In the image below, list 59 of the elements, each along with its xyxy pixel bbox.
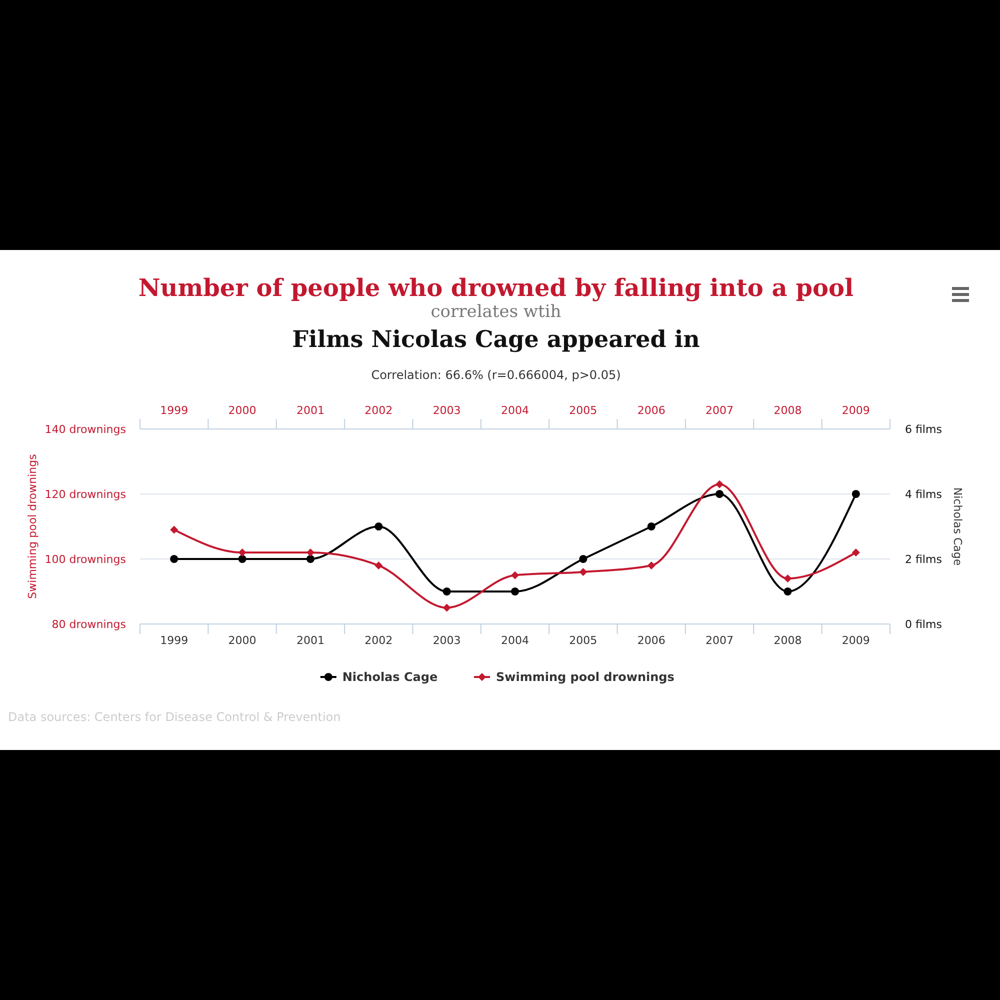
x-tick-label: 2003 [432,634,461,647]
point [579,568,588,576]
point [374,522,383,530]
legend-label: Nicholas Cage [342,670,438,684]
point [784,574,792,582]
x-tick-label: 2008 [774,634,802,647]
x-tick-label: 2006 [637,634,666,647]
x-tick-label: 2007 [706,634,734,647]
chart-subtitle: correlates wtih [430,302,562,322]
point [238,555,246,563]
y2-tick-label: 0 films [905,618,942,631]
point [647,562,656,570]
point [442,588,451,596]
legend-label: Swimming pool drownings [496,670,674,684]
point [306,555,314,563]
point [716,480,724,488]
point [579,555,588,563]
y2-tick-label: 2 films [905,553,942,566]
x-tick-label: 2005 [569,634,598,647]
y-tick-label: 80 drownings [52,618,126,631]
x-tick-label: 2001 [296,634,324,647]
category-label: 2005 [569,404,598,417]
x-tick-label: 2004 [501,634,529,647]
point [238,548,246,556]
point [170,555,178,563]
point [511,571,519,580]
x-tick-label: 1999 [160,634,188,647]
category-label: 2007 [706,404,734,417]
y2-tick-label: 6 films [905,423,942,436]
category-label: 2002 [364,404,393,417]
point [716,490,724,498]
point [647,522,656,530]
category-label: 2001 [296,404,324,417]
y2-axis-title: Nicholas Cage [951,487,964,566]
y-tick-label: 140 drownings [44,423,126,436]
y-axis-title: Swimming pool drownings [26,454,39,599]
category-label: 2009 [842,404,870,417]
x-tick-label: 2002 [364,634,393,647]
point [442,604,451,612]
point [374,562,383,570]
point [511,588,519,596]
point [852,548,860,556]
category-label: 2000 [228,404,256,417]
point [170,526,178,534]
category-label: 2008 [774,404,802,417]
y-tick-label: 120 drownings [44,488,126,501]
point [784,588,792,596]
category-label: 2006 [637,404,666,417]
point [852,490,860,498]
category-label: 1999 [160,404,188,417]
category-label: 2004 [501,404,529,417]
y-tick-label: 100 drownings [44,553,126,566]
category-label: 2003 [432,404,461,417]
text: Correlation: 66.6% (r=0.666004, p>0.05) [371,368,621,382]
chart-title: Number of people who drowned by falling into a pool [138,273,854,302]
text: Films Nicolas Cage appeared in [292,326,700,353]
y2-tick-label: 4 films [905,488,942,501]
x-tick-label: 2009 [842,634,870,647]
x-tick-label: 2000 [228,634,256,647]
